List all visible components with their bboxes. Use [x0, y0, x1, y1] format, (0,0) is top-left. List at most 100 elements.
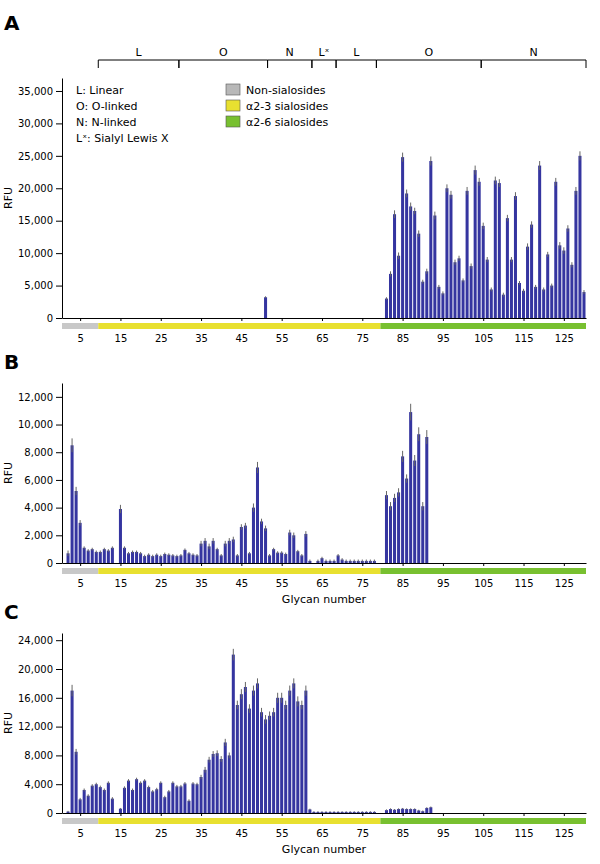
bar: [373, 318, 376, 319]
bar: [252, 691, 255, 813]
error-bar: [414, 808, 415, 809]
bracket: [98, 60, 179, 68]
x-tick-label: 45: [236, 333, 249, 344]
y-tick-label: 0: [47, 808, 53, 819]
y-tick-mark: [56, 535, 62, 536]
x-tick-mark: [564, 813, 565, 816]
error-bar: [201, 775, 202, 779]
x-tick-mark: [201, 563, 202, 566]
error-bar: [273, 548, 274, 551]
bar: [304, 691, 307, 813]
y-tick-label: 4,000: [24, 779, 53, 790]
bar: [578, 563, 581, 564]
bar: [135, 318, 138, 319]
x-tick-label: 35: [195, 333, 208, 344]
bar: [103, 790, 106, 813]
bar: [228, 318, 231, 319]
bar: [550, 563, 553, 564]
x-tick-label: 65: [316, 578, 329, 589]
bar: [220, 759, 223, 813]
error-bar: [160, 555, 161, 558]
error-bar: [350, 811, 351, 812]
x-tick-label: 95: [437, 578, 450, 589]
legend-label: α2-6 sialosides: [246, 116, 329, 129]
bar: [490, 563, 493, 564]
bar: [151, 791, 154, 813]
x-tick-label: 85: [397, 578, 410, 589]
y-tick-label: 0: [47, 558, 53, 569]
error-bar: [96, 551, 97, 554]
error-bar: [414, 455, 415, 466]
bar: [292, 318, 295, 319]
bar: [462, 813, 465, 814]
bar: [232, 539, 235, 563]
x-tick-mark: [443, 563, 444, 566]
bar: [337, 318, 340, 319]
error-bar: [249, 704, 250, 713]
bar: [550, 286, 553, 318]
y-tick-label: 20,000: [18, 183, 53, 194]
bar: [204, 318, 207, 319]
bar: [99, 318, 102, 319]
x-tick-label: 105: [474, 828, 493, 839]
x-tick-label: 125: [555, 828, 574, 839]
x-tick: 5: [77, 563, 83, 589]
error-bar: [188, 552, 189, 555]
bar: [466, 813, 469, 814]
bar: [445, 188, 448, 318]
bar: [95, 552, 98, 563]
bar: [574, 191, 577, 318]
bar: [401, 157, 404, 318]
bar: [119, 318, 122, 319]
error-bar: [398, 488, 399, 496]
error-bar: [273, 708, 274, 717]
x-tick: 125: [555, 318, 574, 344]
error-bar: [144, 779, 145, 782]
y-tick-mark: [56, 813, 62, 814]
x-tick: 125: [555, 563, 574, 589]
bar: [256, 683, 259, 813]
bar: [494, 180, 497, 318]
bar: [458, 258, 461, 318]
error-bar: [265, 296, 266, 298]
error-bar: [471, 264, 472, 269]
x-tick-label: 25: [155, 828, 168, 839]
x-tick-label: 125: [555, 333, 574, 344]
bar: [458, 563, 461, 564]
bar: [526, 813, 529, 814]
bar: [449, 195, 452, 318]
bar: [413, 461, 416, 563]
error-bar: [430, 156, 431, 165]
error-bar: [426, 269, 427, 274]
x-tick-mark: [241, 813, 242, 816]
y-tick-label: 12,000: [18, 721, 53, 732]
bar: [486, 260, 489, 318]
x-tick-mark: [161, 813, 162, 816]
bar: [103, 318, 106, 319]
error-bar: [330, 811, 331, 812]
bar: [139, 553, 142, 563]
bar: [405, 193, 408, 318]
y-tick-mark: [56, 397, 62, 398]
error-bar: [503, 293, 504, 297]
x-axis-line: [63, 318, 587, 319]
bar: [119, 509, 122, 563]
bar: [260, 712, 263, 813]
error-bar: [217, 750, 218, 756]
bar: [220, 318, 223, 319]
bar: [433, 216, 436, 318]
bar: [385, 495, 388, 563]
bar: [425, 437, 428, 563]
y-tick-label: 2,000: [24, 530, 53, 541]
error-bar: [180, 554, 181, 557]
error-bar: [112, 797, 113, 800]
y-tick-label: 0: [47, 313, 53, 324]
bar: [546, 813, 549, 814]
bar: [417, 434, 420, 563]
y-tick-mark: [56, 669, 62, 670]
y-tick: 8,000: [24, 750, 62, 761]
y-tick-mark: [56, 425, 62, 426]
bar: [486, 813, 489, 814]
bar: [389, 274, 392, 318]
error-bar: [104, 789, 105, 792]
